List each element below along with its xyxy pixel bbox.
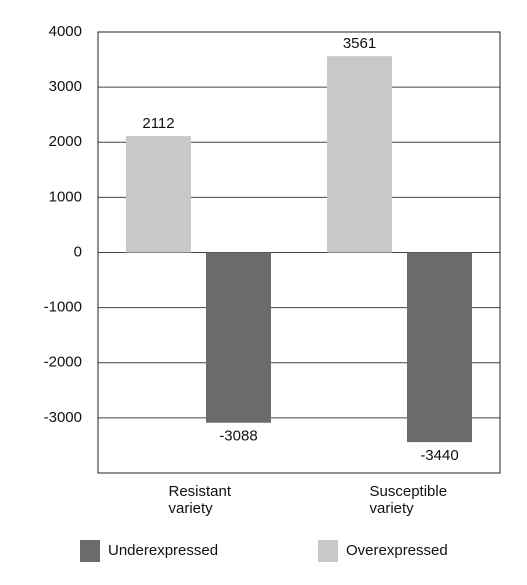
x-tick-label: Susceptible variety bbox=[369, 483, 448, 517]
plot-frame bbox=[97, 31, 501, 474]
y-tick-label: 0 bbox=[74, 243, 82, 260]
legend-label: Overexpressed bbox=[346, 542, 448, 559]
y-tick-label: 4000 bbox=[49, 23, 82, 40]
x-tick-label: Resistant variety bbox=[168, 483, 232, 517]
legend-swatch bbox=[80, 540, 100, 562]
bar bbox=[407, 252, 472, 443]
y-tick-label: -1000 bbox=[44, 299, 82, 316]
bar bbox=[126, 136, 191, 253]
value-label: 2112 bbox=[142, 115, 174, 132]
legend-label: Underexpressed bbox=[108, 542, 218, 559]
value-label: 3561 bbox=[343, 35, 376, 52]
bar bbox=[327, 56, 392, 253]
y-tick-label: 2000 bbox=[49, 133, 82, 150]
legend-swatch bbox=[318, 540, 338, 562]
value-label: -3088 bbox=[219, 428, 257, 445]
y-tick-label: 3000 bbox=[49, 78, 82, 95]
value-label: -3440 bbox=[420, 447, 458, 464]
bar bbox=[206, 252, 271, 423]
y-tick-label: -2000 bbox=[44, 354, 82, 371]
y-tick-label: 1000 bbox=[49, 188, 82, 205]
y-tick-label: -3000 bbox=[44, 409, 82, 426]
